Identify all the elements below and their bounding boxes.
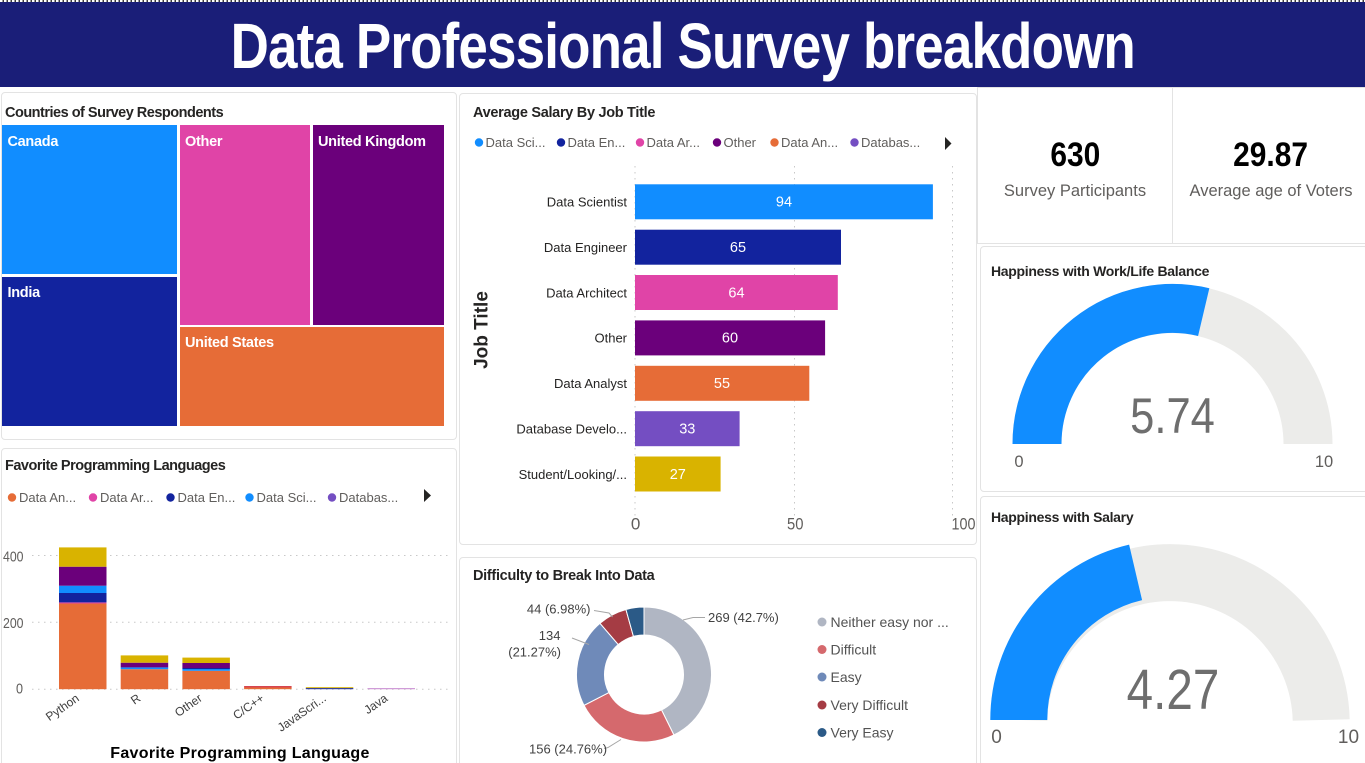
svg-text:134: 134: [539, 628, 561, 643]
svg-text:Neither easy nor ...: Neither easy nor ...: [831, 614, 949, 630]
svg-text:200: 200: [3, 615, 24, 632]
svg-text:Java: Java: [361, 691, 390, 717]
svg-text:Other: Other: [172, 691, 205, 720]
svg-text:Data An...: Data An...: [781, 135, 838, 150]
svg-text:65: 65: [730, 240, 746, 256]
svg-text:0: 0: [1014, 453, 1023, 471]
svg-text:100: 100: [952, 514, 976, 533]
svg-text:33: 33: [679, 422, 695, 438]
svg-text:Data En...: Data En...: [178, 490, 236, 505]
svg-text:Favorite Programming Language: Favorite Programming Language: [110, 745, 369, 762]
svg-text:Data Sci...: Data Sci...: [486, 135, 546, 150]
svg-text:5.74: 5.74: [1130, 388, 1215, 443]
svg-text:55: 55: [714, 376, 730, 392]
svg-text:Data Architect: Data Architect: [546, 285, 627, 300]
svg-text:R: R: [128, 691, 143, 708]
svg-text:Databas...: Databas...: [339, 490, 398, 505]
svg-text:Student/Looking/...: Student/Looking/...: [519, 467, 627, 482]
svg-text:C/C++: C/C++: [230, 691, 266, 722]
svg-text:JavaScri...: JavaScri...: [275, 691, 329, 735]
svg-text:Job Title: Job Title: [472, 291, 493, 369]
svg-text:Python: Python: [43, 691, 82, 724]
svg-text:Data Analyst: Data Analyst: [554, 376, 627, 391]
svg-text:Other: Other: [594, 331, 627, 346]
svg-text:Data Ar...: Data Ar...: [647, 135, 700, 150]
svg-text:10: 10: [1338, 727, 1359, 748]
svg-text:0: 0: [991, 727, 1002, 748]
svg-text:Data En...: Data En...: [568, 135, 626, 150]
svg-text:Other: Other: [724, 135, 757, 150]
svg-text:(21.27%): (21.27%): [508, 645, 561, 660]
svg-text:0: 0: [16, 681, 23, 698]
svg-text:0: 0: [631, 514, 641, 533]
svg-text:269 (42.7%): 269 (42.7%): [708, 610, 779, 625]
svg-text:156 (24.76%): 156 (24.76%): [529, 742, 607, 757]
svg-text:64: 64: [728, 285, 744, 301]
svg-text:Data An...: Data An...: [19, 490, 76, 505]
svg-text:Database Develo...: Database Develo...: [516, 422, 627, 437]
svg-text:94: 94: [776, 195, 792, 211]
svg-text:Difficult: Difficult: [831, 642, 877, 658]
svg-text:Very Difficult: Very Difficult: [831, 697, 909, 713]
svg-text:50: 50: [787, 514, 804, 533]
svg-text:Databas...: Databas...: [861, 135, 920, 150]
svg-text:Data Ar...: Data Ar...: [100, 490, 153, 505]
svg-text:Easy: Easy: [831, 669, 862, 685]
svg-text:Data Sci...: Data Sci...: [257, 490, 317, 505]
svg-text:44 (6.98%): 44 (6.98%): [527, 602, 591, 617]
svg-text:60: 60: [722, 331, 738, 347]
svg-text:Data Scientist: Data Scientist: [547, 195, 628, 210]
svg-text:Very Easy: Very Easy: [831, 725, 894, 741]
svg-text:4.27: 4.27: [1127, 658, 1220, 722]
svg-text:10: 10: [1315, 453, 1333, 471]
svg-text:27: 27: [670, 467, 686, 483]
svg-text:400: 400: [3, 548, 24, 565]
svg-text:Data Engineer: Data Engineer: [544, 240, 628, 255]
